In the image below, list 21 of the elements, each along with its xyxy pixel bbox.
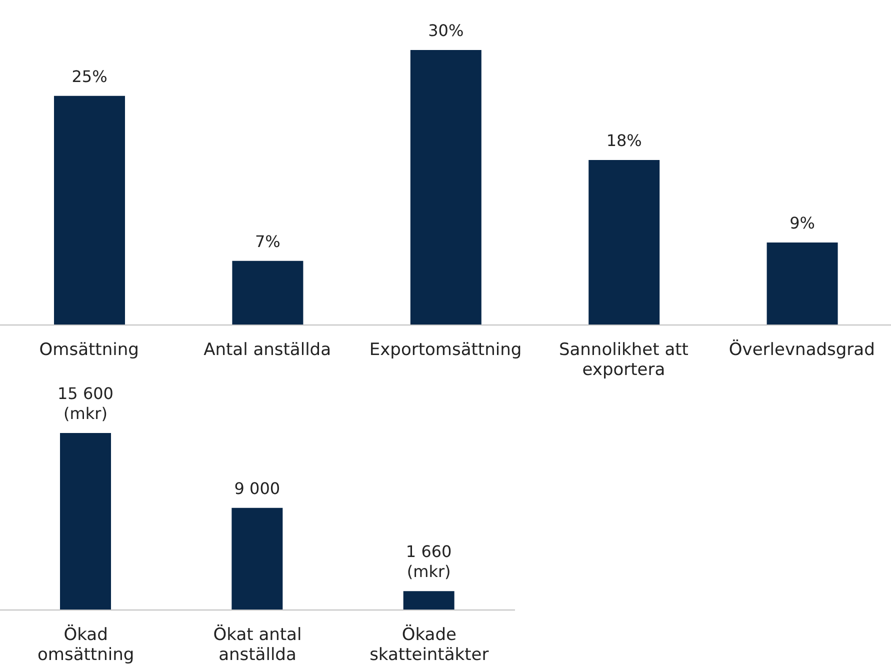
data-label: 9 000 bbox=[234, 478, 280, 498]
x-tick-label: Exportomsättning bbox=[369, 340, 522, 360]
data-label: 7% bbox=[255, 232, 280, 251]
x-tick-label: Sannolikhet att exportera bbox=[558, 340, 689, 380]
data-label: 15 600 (mkr) bbox=[58, 384, 114, 423]
x-tick-label: Antal anställda bbox=[204, 340, 332, 360]
bar bbox=[588, 160, 660, 325]
bar bbox=[54, 96, 125, 325]
x-tick-label: Ökad omsättning bbox=[38, 624, 134, 665]
data-label: 25% bbox=[72, 66, 108, 86]
bar bbox=[232, 260, 304, 325]
bar bbox=[766, 242, 838, 325]
data-label: 18% bbox=[606, 131, 642, 150]
x-tick-label: Överlevnadsgrad bbox=[728, 339, 875, 360]
data-label: 30% bbox=[428, 21, 464, 40]
bar bbox=[410, 50, 482, 325]
data-label: 1 660 (mkr) bbox=[406, 542, 452, 582]
x-tick-label: Ökade skatteintäkter bbox=[370, 624, 489, 665]
data-label: 9% bbox=[790, 214, 815, 232]
x-tick-label: Omsättning bbox=[39, 340, 139, 360]
x-tick-label: Ökat antal anställda bbox=[213, 624, 302, 665]
